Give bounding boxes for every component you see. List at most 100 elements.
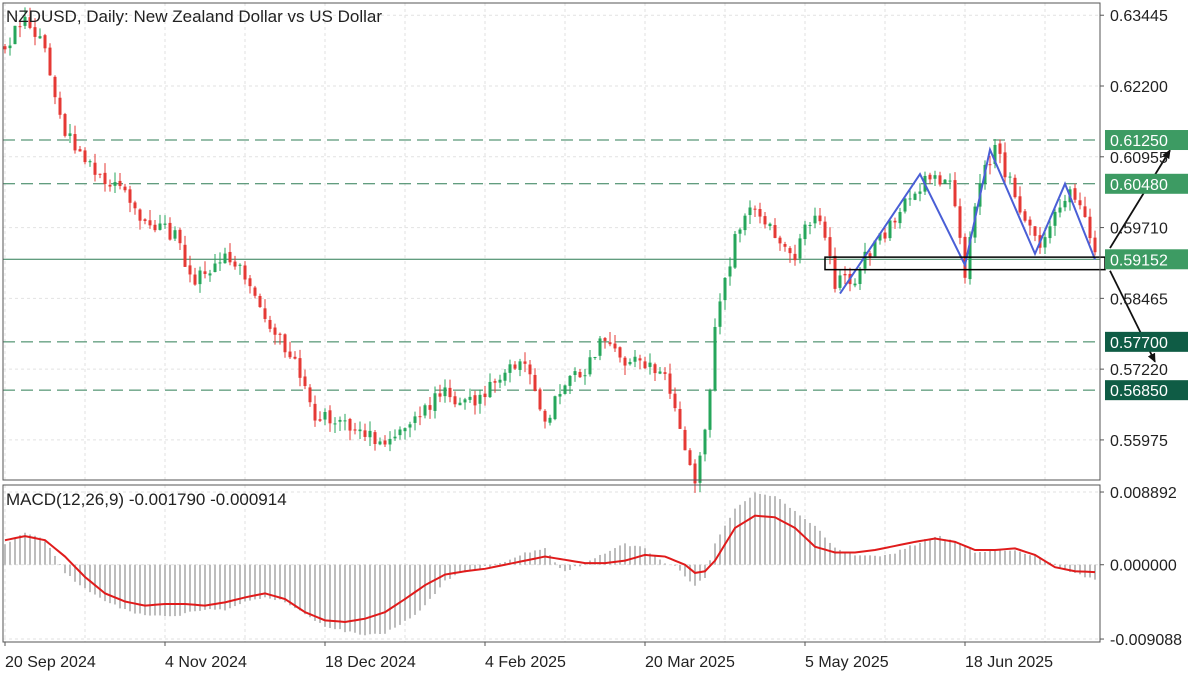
- candle-body: [773, 225, 777, 238]
- candle-body: [93, 162, 97, 175]
- candle-body: [538, 389, 542, 410]
- candle-body: [358, 429, 362, 432]
- chart-title: NZDUSD, Daily: New Zealand Dollar vs US …: [6, 7, 382, 26]
- candle-body: [168, 222, 172, 240]
- candle-body: [213, 263, 217, 273]
- candle-body: [153, 224, 157, 231]
- candle-body: [183, 244, 187, 267]
- candle-body: [543, 410, 547, 422]
- candle-body: [933, 175, 937, 179]
- candle-body: [883, 232, 887, 239]
- candle-body: [253, 287, 257, 296]
- candle-body: [373, 432, 377, 445]
- candle-body: [483, 393, 487, 398]
- candle-body: [33, 27, 37, 37]
- candle-body: [263, 308, 267, 319]
- candle-body: [463, 399, 467, 403]
- candle-body: [688, 450, 692, 465]
- candle-body: [433, 393, 437, 411]
- candle-body: [43, 35, 47, 49]
- candle-body: [1093, 237, 1097, 253]
- candle-body: [173, 230, 177, 239]
- candle-body: [413, 416, 417, 423]
- candle-body: [523, 361, 527, 364]
- candle-body: [128, 189, 132, 203]
- candle-body: [178, 229, 182, 244]
- candle-body: [743, 215, 747, 231]
- candle-body: [1008, 176, 1012, 178]
- candle-body: [793, 253, 797, 261]
- y-tick-label: 0.58465: [1110, 291, 1168, 308]
- macd-y-tick-label: 0.000000: [1110, 558, 1177, 575]
- candle-body: [818, 215, 822, 222]
- candle-body: [558, 394, 562, 397]
- candle-body: [783, 244, 787, 247]
- candle-body: [3, 46, 7, 50]
- candle-body: [858, 269, 862, 285]
- candle-body: [278, 333, 282, 335]
- candle-body: [888, 220, 892, 239]
- candle-body: [493, 381, 497, 383]
- candle-body: [428, 405, 432, 410]
- candle-body: [443, 387, 447, 397]
- candle-body: [248, 278, 252, 287]
- candle-body: [938, 175, 942, 185]
- candle-body: [503, 372, 507, 381]
- candle-body: [1078, 200, 1082, 206]
- candle-body: [578, 371, 582, 378]
- macd-series: [4, 492, 1096, 636]
- candle-body: [83, 150, 87, 163]
- candle-body: [48, 47, 52, 76]
- candle-body: [758, 209, 762, 217]
- candle-body: [438, 393, 442, 397]
- candle-body: [598, 338, 602, 356]
- candle-body: [993, 144, 997, 164]
- candle-body: [583, 375, 587, 377]
- candle-body: [753, 208, 757, 210]
- candle-body: [368, 430, 372, 438]
- candle-body: [513, 364, 517, 369]
- candle-body: [728, 266, 732, 277]
- candle-body: [1063, 200, 1067, 208]
- candle-body: [78, 149, 82, 152]
- candle-body: [608, 342, 612, 345]
- candle-body: [1083, 206, 1087, 218]
- macd-y-tick-label: -0.009088: [1110, 632, 1182, 649]
- candle-body: [633, 356, 637, 362]
- candle-body: [808, 224, 812, 227]
- candle-body: [408, 424, 412, 428]
- candle-body: [638, 358, 642, 361]
- candle-body: [1018, 196, 1022, 213]
- candle-body: [518, 361, 522, 370]
- candle-body: [1023, 211, 1027, 221]
- candle-body: [813, 215, 817, 224]
- candle-body: [208, 273, 212, 276]
- candle-body: [188, 265, 192, 275]
- candle-body: [303, 376, 307, 387]
- candle-body: [423, 405, 427, 416]
- candle-body: [663, 372, 667, 374]
- candle-body: [828, 237, 832, 257]
- level-badge: [1105, 380, 1188, 401]
- panel-frames: [2, 2, 1101, 643]
- candle-body: [533, 374, 537, 392]
- candle-body: [318, 419, 322, 421]
- candle-body: [353, 429, 357, 431]
- candle-body: [968, 237, 972, 280]
- candle-body: [393, 436, 397, 439]
- candle-body: [588, 357, 592, 375]
- candle-body: [448, 387, 452, 398]
- candle-body: [228, 251, 232, 263]
- candle-body: [703, 429, 707, 455]
- x-tick-label: 20 Sep 2024: [5, 654, 96, 671]
- candle-body: [823, 221, 827, 238]
- candle-body: [8, 45, 12, 49]
- candle-body: [338, 419, 342, 422]
- candle-body: [788, 248, 792, 254]
- candle-body: [718, 301, 722, 327]
- candle-body: [673, 393, 677, 409]
- pattern-zigzag: [839, 146, 1096, 295]
- candle-body: [1013, 177, 1017, 198]
